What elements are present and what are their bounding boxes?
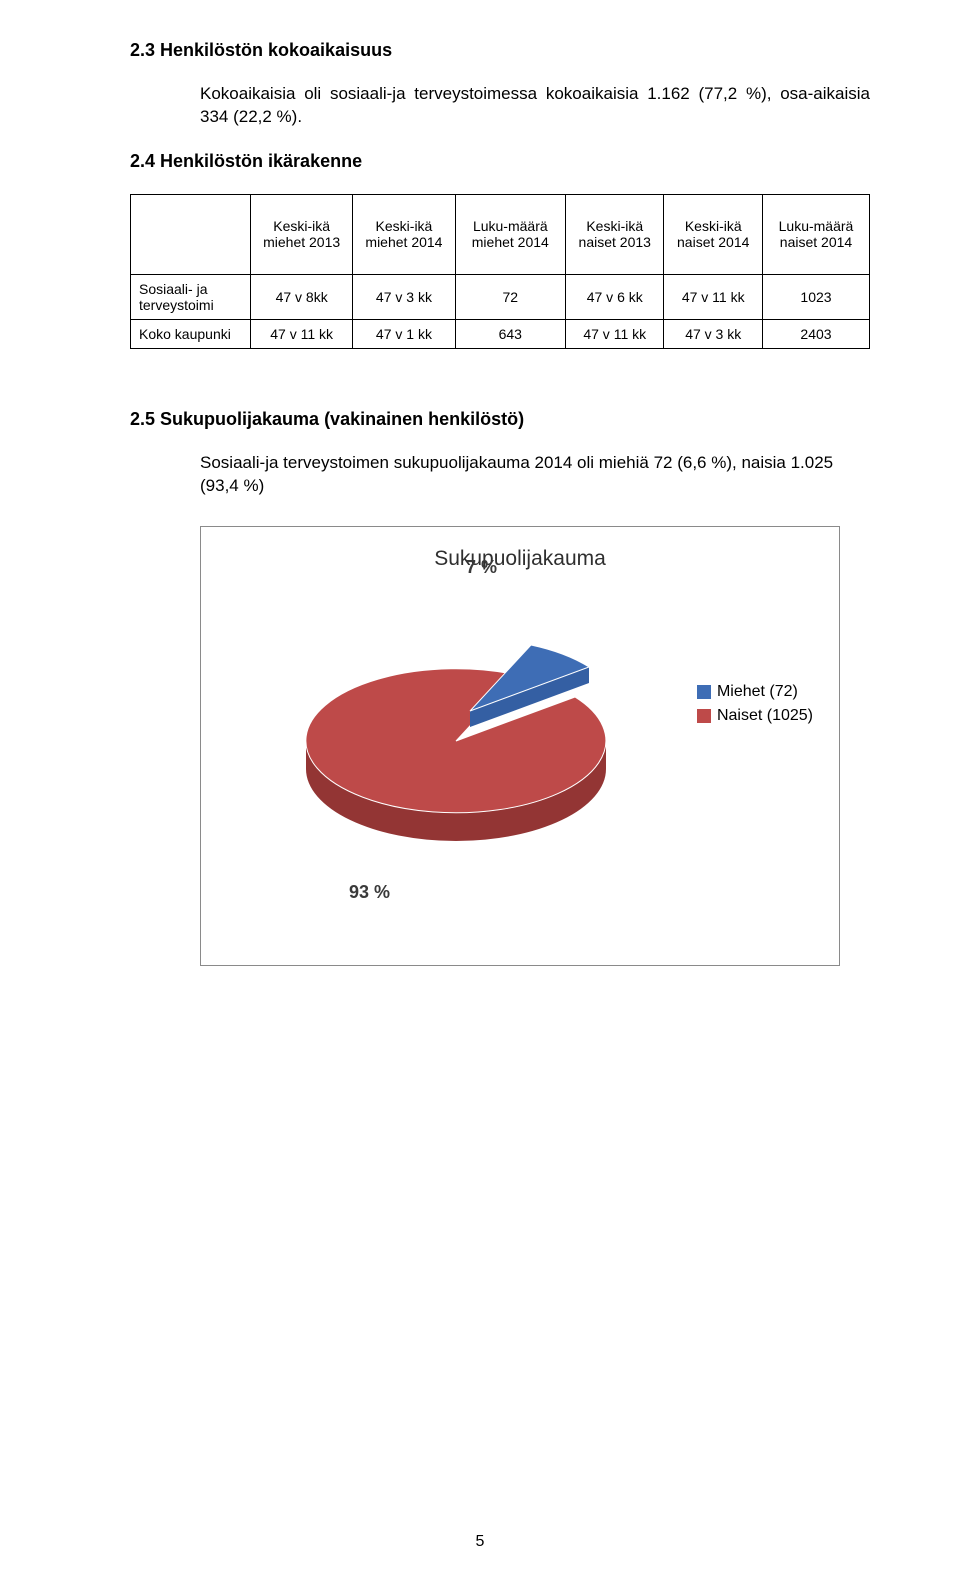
cell: 47 v 8kk [251,274,353,319]
heading-2-4: 2.4 Henkilöstön ikärakenne [130,151,870,172]
body-2-5: Sosiaali-ja terveystoimen sukupuolijakau… [200,452,870,498]
data-label-7pct: 7 % [466,557,497,578]
cell: 72 [455,274,565,319]
page-number: 5 [476,1533,485,1551]
th-empty [131,194,251,274]
cell: 47 v 3 kk [353,274,455,319]
legend-swatch-blue [697,685,711,699]
cell: 47 v 11 kk [251,319,353,348]
th-3: Luku-määrä miehet 2014 [455,194,565,274]
table-row: Sosiaali- ja terveystoimi 47 v 8kk 47 v … [131,274,870,319]
cell: 643 [455,319,565,348]
data-label-93pct: 93 % [349,882,390,903]
th-2: Keski-ikä miehet 2014 [353,194,455,274]
legend-swatch-red [697,709,711,723]
legend-item-miehet: Miehet (72) [697,683,813,701]
row-head-1: Koko kaupunki [131,319,251,348]
gender-pie-chart: Sukupuolijakauma 7 % 93 % [200,526,840,966]
cell: 47 v 6 kk [566,274,664,319]
table-row: Koko kaupunki 47 v 11 kk 47 v 1 kk 643 4… [131,319,870,348]
row-head-0: Sosiaali- ja terveystoimi [131,274,251,319]
pie-stage [281,591,631,871]
cell: 47 v 3 kk [664,319,762,348]
heading-2-5: 2.5 Sukupuolijakauma (vakinainen henkilö… [130,409,870,430]
chart-title: Sukupuolijakauma [221,547,819,571]
th-6: Luku-määrä naiset 2014 [762,194,869,274]
pie-svg [281,591,631,871]
cell: 47 v 1 kk [353,319,455,348]
body-2-3: Kokoaikaisia oli sosiaali-ja terveystoim… [200,83,870,129]
page: 2.3 Henkilöstön kokoaikaisuus Kokoaikais… [0,0,960,1581]
cell: 2403 [762,319,869,348]
chart-legend: Miehet (72) Naiset (1025) [697,677,813,731]
legend-label-miehet: Miehet (72) [717,683,798,701]
cell: 47 v 11 kk [566,319,664,348]
cell: 47 v 11 kk [664,274,762,319]
th-5: Keski-ikä naiset 2014 [664,194,762,274]
th-4: Keski-ikä naiset 2013 [566,194,664,274]
age-structure-table: Keski-ikä miehet 2013 Keski-ikä miehet 2… [130,194,870,349]
th-1: Keski-ikä miehet 2013 [251,194,353,274]
table-header-row: Keski-ikä miehet 2013 Keski-ikä miehet 2… [131,194,870,274]
legend-item-naiset: Naiset (1025) [697,707,813,725]
table-body: Sosiaali- ja terveystoimi 47 v 8kk 47 v … [131,274,870,348]
table-head: Keski-ikä miehet 2013 Keski-ikä miehet 2… [131,194,870,274]
heading-2-3: 2.3 Henkilöstön kokoaikaisuus [130,40,870,61]
legend-label-naiset: Naiset (1025) [717,707,813,725]
cell: 1023 [762,274,869,319]
